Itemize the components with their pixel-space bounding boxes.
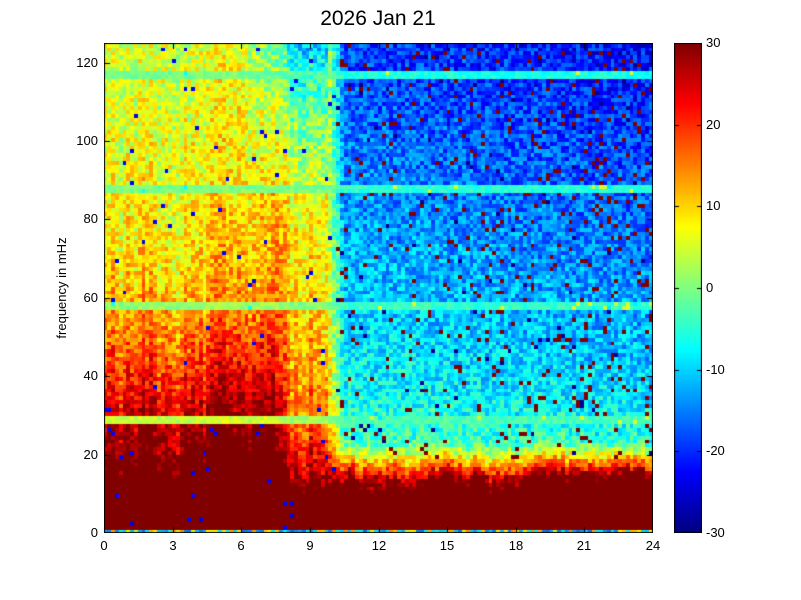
x-tick-label-3: 3 [169, 538, 177, 553]
y-tick-label-80: 80 [83, 211, 98, 226]
x-tick-label-18: 18 [508, 538, 524, 553]
colorbar-tick-label--10: -10 [706, 362, 725, 377]
colorbar-tick-label-30: 30 [706, 35, 721, 50]
spectrogram-heatmap [104, 43, 653, 533]
y-tick-label-40: 40 [83, 368, 98, 383]
colorbar-tick-label-20: 20 [706, 117, 721, 132]
x-tick-label-6: 6 [237, 538, 245, 553]
y-tick-label-120: 120 [76, 55, 98, 70]
colorbar-tick-label-10: 10 [706, 198, 721, 213]
y-tick-label-0: 0 [90, 525, 98, 540]
y-tick-label-20: 20 [83, 447, 98, 462]
x-tick-label-15: 15 [439, 538, 455, 553]
plot-title: 2026 Jan 21 [320, 7, 436, 30]
colorbar-tick-label--30: -30 [706, 525, 725, 540]
x-tick-label-21: 21 [576, 538, 592, 553]
colorbar-tick-label--20: -20 [706, 443, 725, 458]
colorbar-tick-label-0: 0 [706, 280, 714, 295]
colorbar [674, 43, 702, 533]
x-tick-label-12: 12 [371, 538, 387, 553]
y-tick-label-60: 60 [83, 290, 98, 305]
x-tick-label-0: 0 [100, 538, 108, 553]
y-tick-label-100: 100 [76, 133, 98, 148]
x-tick-label-24: 24 [645, 538, 661, 553]
x-tick-label-9: 9 [306, 538, 314, 553]
